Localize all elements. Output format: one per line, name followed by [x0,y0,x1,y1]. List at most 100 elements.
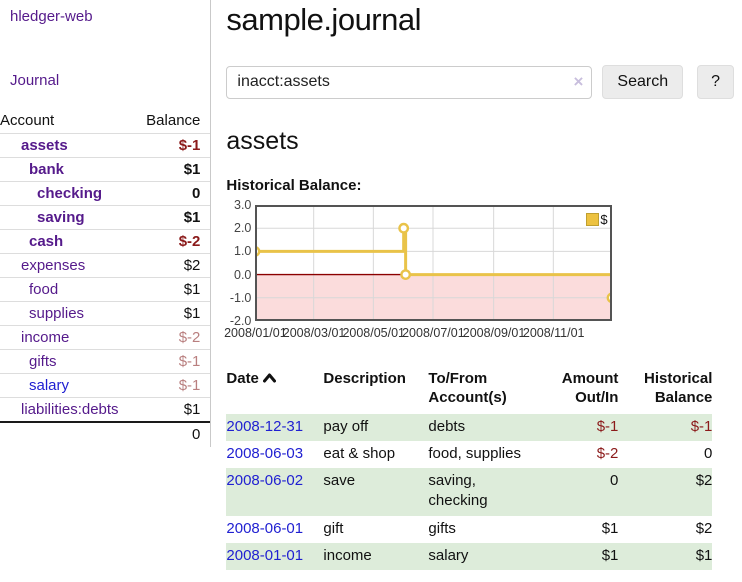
transaction-amount: $1 [601,519,619,537]
chart-legend: $ [586,212,608,227]
x-axis-tick: 2008/09/01 [462,326,526,340]
account-link-checking[interactable]: checking [37,185,103,202]
accounts-header-balance: Balance [146,112,201,129]
account-link-expenses[interactable]: expenses [21,257,86,274]
account-row: cash $-2 [0,230,211,254]
register-row: 2008-06-01 gift gifts $1 $2 [226,516,712,543]
transaction-date-link[interactable]: 2008-06-01 [226,519,304,537]
register-row: 2008-12-31 pay off debts $-1 $-1 [226,413,713,441]
legend-label: $ [600,212,608,227]
account-balance: $1 [183,209,201,226]
accounts-header-account: Account [0,112,55,129]
account-link-liabilities-debts[interactable]: liabilities:debts [21,401,119,418]
register-row: 2008-06-03 eat & shop food, supplies $-2… [226,441,712,468]
balance-chart: $ 3.0 2.0 1.0 0.0 -1.0 -2.0 2008/01/01 2008/03/… [224,198,626,347]
account-link-income[interactable]: income [21,329,70,346]
account-row: income $-2 [0,326,211,350]
x-axis-tick: 2008/07/01 [402,326,465,340]
account-balance: 0 [192,185,201,202]
transaction-balance: $2 [695,472,713,489]
sidebar-item-journal[interactable]: Journal [10,72,60,89]
y-axis-tick: -1.0 [229,290,252,305]
account-balance: $1 [183,161,201,178]
account-link-assets[interactable]: assets [21,137,68,154]
account-link-salary[interactable]: salary [29,377,70,394]
transaction-date-link[interactable]: 2008-06-03 [226,444,304,462]
transaction-description: pay off [323,417,369,435]
search-button[interactable]: Search [602,65,684,99]
account-row: salary $-1 [0,374,211,398]
register-header-row: Date Description To/From Account(s) Amou… [226,368,712,414]
sidebar: hledger-web Journal Account Balance asse… [0,0,212,447]
y-axis-tick: 0.0 [234,267,252,282]
y-axis-tick: 3.0 [234,198,252,212]
y-axis-tick: 1.0 [234,244,252,259]
register-table: Date Description To/From Account(s) Amou… [226,368,713,570]
account-row: expenses $2 [0,254,211,278]
amount-header: Amount Out/In [561,370,619,406]
transaction-description: gift [323,519,344,537]
account-balance: $-1 [178,377,201,394]
sort-by-date-header[interactable]: Date [226,368,323,414]
account-row: gifts $-1 [0,350,211,374]
brand-link[interactable]: hledger-web [10,8,93,25]
description-header: Description [323,370,406,387]
main-content: sample.journal × Search ? assets Histori… [211,0,742,570]
transaction-amount: $-2 [596,444,619,462]
account-link-cash[interactable]: cash [29,233,64,250]
chart-title: Historical Balance: [226,177,362,194]
transaction-accounts: food, supplies [428,444,521,462]
account-balance: $-2 [178,329,201,346]
transaction-description: save [323,472,356,489]
transaction-balance: $-1 [690,417,713,435]
transaction-description: income [323,546,372,564]
clear-search-icon[interactable]: × [573,71,584,91]
transaction-amount: 0 [610,472,619,489]
transaction-amount: $1 [601,546,619,564]
date-header-label: Date [226,370,259,387]
account-balance: $1 [183,281,201,298]
account-row: assets $-1 [0,134,211,158]
account-balance: $-1 [178,353,201,370]
account-row: supplies $1 [0,302,211,326]
account-balance: $1 [183,305,201,322]
transaction-date-link[interactable]: 2008-06-02 [226,472,304,489]
account-balance: $2 [183,257,201,274]
account-link-gifts[interactable]: gifts [29,353,57,370]
register-row: 2008-06-02 save saving, checking 0 $2 [226,468,713,516]
account-link-bank[interactable]: bank [29,161,65,178]
account-heading: assets [226,127,299,155]
account-balance: $-1 [178,137,201,154]
x-axis-tick: 2008/11/01 [522,326,585,340]
accounts-total-row: 0 [0,422,210,446]
help-button[interactable]: ? [697,65,734,99]
account-row: bank $1 [0,158,211,182]
account-link-supplies[interactable]: supplies [29,305,85,322]
account-row: checking 0 [0,182,211,206]
x-axis-tick: 2008/01/01 [224,326,287,340]
register-row: 2008-01-01 income salary $1 $1 [226,542,713,570]
accounts-table-header: Account Balance [0,110,211,134]
accounts-header: To/From Account(s) [428,370,507,406]
legend-swatch-icon [586,213,600,226]
transaction-amount: $-1 [596,417,619,435]
y-axis-tick: 2.0 [234,221,252,236]
x-axis-tick: 2008/03/01 [282,326,346,340]
account-link-food[interactable]: food [29,281,59,298]
transaction-date-link[interactable]: 2008-12-31 [226,417,304,435]
transaction-description: eat & shop [323,444,396,462]
account-balance: $1 [183,401,201,418]
transaction-accounts: gifts [428,519,456,537]
account-link-saving[interactable]: saving [37,209,85,226]
app: hledger-web Journal Account Balance asse… [0,0,742,570]
page-title: sample.journal [226,2,421,37]
sort-ascending-icon [262,370,276,389]
search-input[interactable] [226,65,593,99]
transaction-date-link[interactable]: 2008-01-01 [226,546,304,564]
transaction-balance: $2 [695,519,713,537]
account-balance: $-2 [178,233,201,250]
y-axis-tick: -2.0 [229,314,252,328]
x-axis-tick: 2008/05/01 [342,326,406,340]
transaction-balance: 0 [704,444,713,462]
account-row: liabilities:debts $1 [0,398,211,422]
